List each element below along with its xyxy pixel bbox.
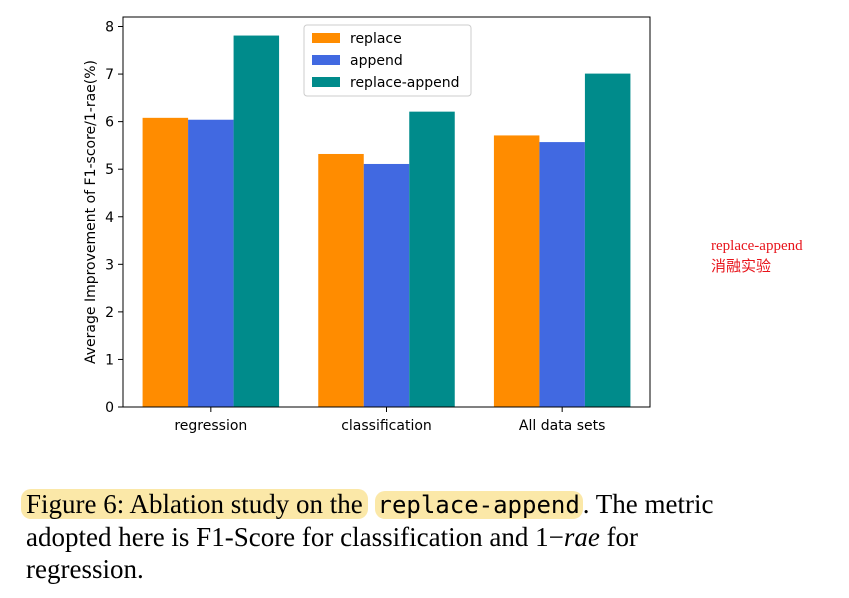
caption-text-1: . The metric adopted here is F1-Score fo… <box>26 489 714 552</box>
annotation-line-2: 消融实验 <box>711 259 772 275</box>
y-tick-label: 6 <box>105 115 114 131</box>
legend-box <box>303 24 472 97</box>
x-tick-label: All data sets <box>519 418 605 434</box>
y-tick-label: 4 <box>105 210 114 226</box>
bar-replace-append <box>584 73 631 407</box>
legend-label: append <box>350 53 403 69</box>
caption-code: replace-append <box>374 491 583 519</box>
y-tick-label: 8 <box>105 20 114 36</box>
legend-label: replace-append <box>350 75 460 91</box>
y-axis: 0 1 2 3 4 5 6 7 8 <box>105 20 123 416</box>
legend-label: replace <box>350 31 402 47</box>
bars <box>142 35 631 408</box>
y-tick-label: 3 <box>105 257 114 273</box>
y-tick-label: 2 <box>105 305 114 321</box>
legend-swatch <box>312 77 340 87</box>
bar-replace <box>318 153 364 407</box>
bar-replace-append <box>233 35 280 408</box>
x-axis: regression classification All data sets <box>174 407 605 434</box>
bar-append <box>188 119 234 408</box>
bar-append <box>539 142 585 407</box>
y-axis-label: Average Improvement of F1-score/1-rae(%) <box>83 60 99 364</box>
legend-swatch <box>312 55 340 65</box>
caption-text-2: for regression. <box>26 522 639 584</box>
y-tick-label: 1 <box>105 352 114 368</box>
y-tick-label: 7 <box>105 67 114 83</box>
y-tick-label: 0 <box>105 400 114 416</box>
bar-append <box>363 163 410 407</box>
caption-math: rae <box>563 522 600 552</box>
bar-replace-append <box>409 111 455 408</box>
x-tick-label: classification <box>341 418 432 434</box>
plot-frame <box>122 16 651 408</box>
bar-replace <box>493 135 540 408</box>
legend: replace append replace-append <box>303 24 472 97</box>
legend-swatch <box>312 33 340 43</box>
figure-caption: Figure 6: Ablation study on the replace-… <box>21 488 746 585</box>
x-tick-label: regression <box>174 418 247 434</box>
annotation-line-1: replace-append <box>711 238 803 254</box>
bar-chart: 0 1 2 3 4 5 6 7 8 regression classification All da… <box>83 16 651 434</box>
caption-label: Figure 6: Ablation study on the <box>21 489 368 519</box>
bar-replace <box>142 117 189 407</box>
side-annotation: replace-append 消融实验 <box>711 236 803 278</box>
y-tick-label: 5 <box>105 162 114 178</box>
